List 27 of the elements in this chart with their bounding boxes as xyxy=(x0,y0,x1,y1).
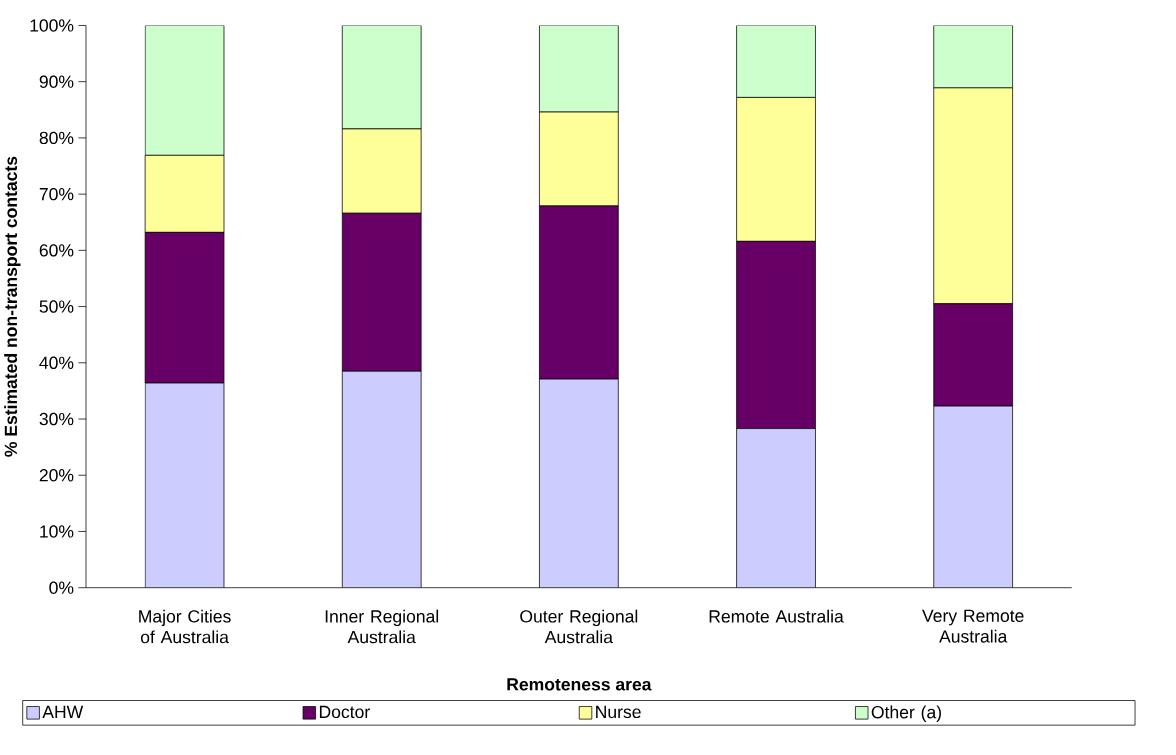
x-axis-title: Remoteness area xyxy=(507,678,652,691)
x-tick-label: Very Remote Australia xyxy=(922,609,1024,643)
y-axis-title: % Estimated non-transport contacts xyxy=(4,156,21,457)
y-tick-label: 50% xyxy=(39,300,74,313)
legend-label: Nurse xyxy=(596,706,641,719)
y-tick-label: 40% xyxy=(39,356,74,370)
y-tick-label: 100% xyxy=(30,19,74,32)
y-tick-label: 30% xyxy=(39,412,74,426)
y-tick-label: 10% xyxy=(40,525,74,538)
bar xyxy=(539,379,619,588)
x-tick-label: Remote Australia xyxy=(709,609,844,623)
legend-label: Doctor xyxy=(319,706,370,719)
bar xyxy=(145,383,224,588)
y-tick-label: 0% xyxy=(49,581,74,595)
x-tick-label: Major Cities of Australia xyxy=(139,609,231,644)
y-tick-label: 70% xyxy=(39,188,74,201)
y-tick-label: 20% xyxy=(39,469,74,482)
x-tick-label: Outer Regional Australia xyxy=(520,609,638,644)
y-tick-label: 90% xyxy=(39,75,74,89)
x-tick-label: Inner Regional Australia xyxy=(325,609,439,644)
y-tick-label: 80% xyxy=(39,131,74,145)
legend-label: AHW xyxy=(42,706,84,719)
y-tick-label: 60% xyxy=(39,244,74,257)
bar xyxy=(736,428,816,588)
legend-label: Other (a) xyxy=(871,705,941,723)
bar xyxy=(342,371,422,588)
bar xyxy=(933,405,1013,588)
